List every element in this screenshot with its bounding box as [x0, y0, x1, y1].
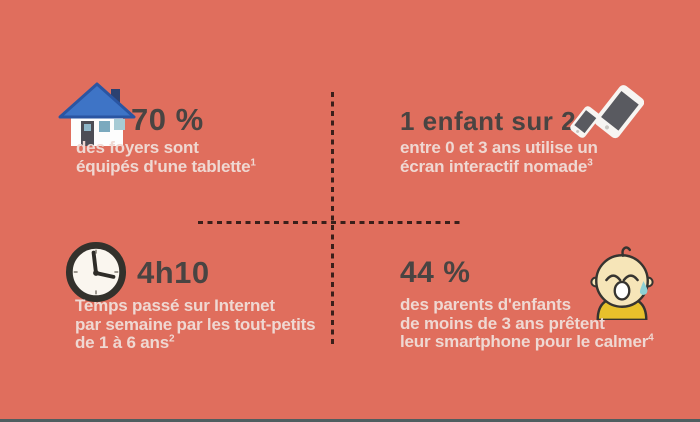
caption-line: des foyers sont: [76, 138, 199, 157]
footnote-marker: 3: [587, 156, 593, 168]
caption-line: de 1 à 6 ans2: [75, 333, 175, 352]
caption-line: par semaine par les tout-petits: [75, 314, 316, 334]
stat-one-child-in-two: 1 enfant sur 2: [400, 106, 577, 136]
caption-tablet-households: des foyers sont équipés d'une tablette1: [76, 138, 256, 176]
caption-line: entre 0 et 3 ans utilise un: [400, 138, 598, 157]
caption-line: leur smartphone pour le calmer4: [400, 332, 654, 351]
footer-bar: [0, 419, 700, 422]
horizontal-dashed-divider: [198, 221, 462, 224]
clock-icon: [65, 241, 127, 303]
stat-4h10: 4h10: [137, 255, 210, 290]
caption-line: de moins de 3 ans prêtent: [400, 313, 605, 333]
footnote-marker: 2: [169, 333, 175, 345]
house-icon: [58, 82, 136, 148]
caption-internet-time: Temps passé sur Internet par semaine par…: [75, 296, 316, 353]
footnote-marker: 1: [250, 156, 256, 168]
caption-nomadic-screens: entre 0 et 3 ans utilise un écran intera…: [400, 138, 598, 176]
stat-70-percent: 70 %: [131, 102, 204, 137]
stat-44-percent: 44 %: [400, 256, 471, 289]
caption-line: écran interactif nomade3: [400, 156, 593, 176]
baby-icon: [588, 242, 656, 322]
caption-line: des parents d'enfants: [400, 295, 571, 314]
caption-line: Temps passé sur Internet: [75, 296, 275, 315]
devices-icon: [570, 84, 645, 148]
vertical-dashed-divider: [331, 92, 334, 347]
caption-line: équipés d'une tablette1: [76, 156, 256, 176]
caption-calming-smartphone: des parents d'enfants de moins de 3 ans …: [400, 295, 654, 352]
footnote-marker: 4: [648, 332, 654, 344]
